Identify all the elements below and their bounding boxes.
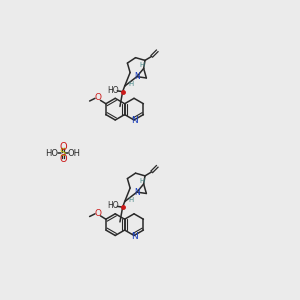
Text: H: H [128,81,134,87]
Text: HO: HO [46,148,59,158]
Text: HO: HO [107,86,119,95]
Text: N: N [134,188,140,196]
Text: N: N [131,232,138,241]
Text: O: O [59,154,67,164]
Text: N: N [131,116,138,125]
Text: S: S [60,148,66,158]
Text: H: H [128,196,134,202]
Text: O: O [94,93,101,102]
Text: OH: OH [67,148,80,158]
Text: O: O [59,142,67,152]
Text: H: H [139,62,144,68]
Text: H: H [139,178,144,184]
Text: HO: HO [107,201,119,210]
Text: O: O [94,208,101,217]
Text: N: N [134,72,140,81]
